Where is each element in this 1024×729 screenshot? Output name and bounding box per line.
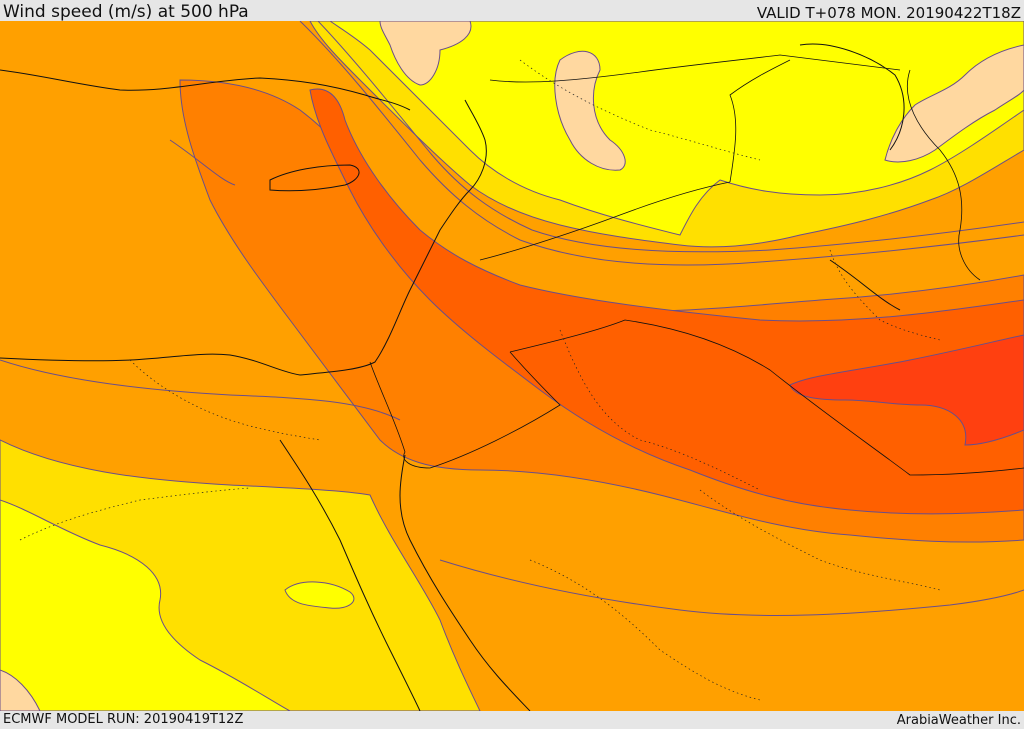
admin-boundary-7 [19,487,251,541]
coastline-red-sea-west [279,439,421,711]
admin-boundary-6 [829,249,941,341]
contour-line-2 [317,21,1024,253]
contour-line-3 [0,359,401,421]
band-jet-8 [789,334,1024,446]
contour-line-4 [169,139,236,186]
coastline-caspian [799,43,905,151]
contour-line-5 [439,559,1024,616]
border-jordan [403,351,561,469]
title-bar: Wind speed (m/s) at 500 hPa VALID T+078 … [0,0,1024,22]
band-north-tan-2 [554,50,626,171]
border-saudi-north [509,319,1024,476]
border-iraq-syria [479,181,731,261]
coastline-cyprus [269,164,360,192]
admin-boundary-5 [519,59,761,161]
coastline-gulf [829,259,901,311]
valid-time: VALID T+078 MON. 20190422T18Z [756,4,1021,22]
border-syria-iraq [729,59,791,183]
wind-speed-map [0,21,1024,711]
band-south-tan [0,669,41,711]
coastline-red-sea-east [399,454,531,711]
band-north-tan-1 [379,21,472,86]
coastlines [0,43,905,711]
border-turkey-syria [489,54,901,83]
borders [369,54,1024,476]
map-title: Wind speed (m/s) at 500 hPa [3,2,249,22]
admin-boundaries [19,59,941,701]
model-run: ECMWF MODEL RUN: 20190419T12Z [3,712,244,727]
band-jet-7 [309,88,1024,515]
contour-line-1 [299,21,1024,266]
border-egypt-israel [369,361,406,453]
band-north-bright [329,21,1024,236]
footer-bar: ECMWF MODEL RUN: 20190419T12Z ArabiaWeat… [0,711,1024,729]
admin-boundary-4 [699,489,941,591]
coastline-north-africa [0,353,301,376]
admin-boundary-1 [129,359,321,441]
band-south-yellow-lens [284,581,355,609]
band-north-tan-3 [884,44,1024,163]
border-iran-iraq [906,69,981,281]
band-south-bright [0,499,291,711]
coastline-levant [299,99,487,376]
credit: ArabiaWeather Inc. [896,713,1021,728]
coastline-anatolia [0,69,411,111]
